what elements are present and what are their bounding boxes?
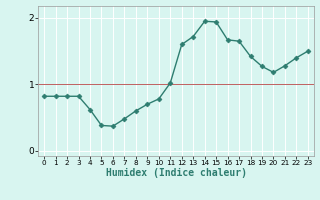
X-axis label: Humidex (Indice chaleur): Humidex (Indice chaleur) xyxy=(106,168,246,178)
